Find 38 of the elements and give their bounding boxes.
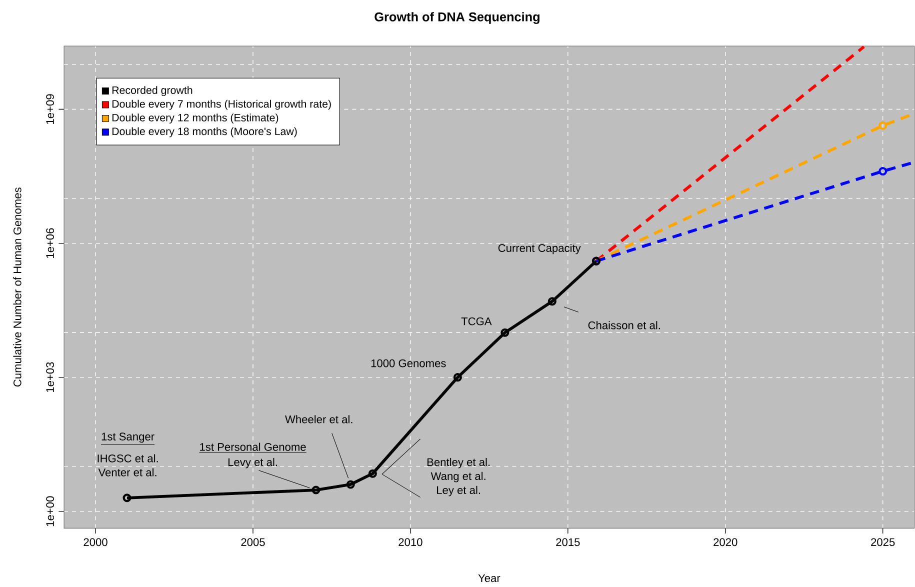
x-tick-label: 2020 bbox=[714, 538, 738, 546]
legend-label: Double every 12 months (Estimate) bbox=[112, 114, 278, 124]
annotation: Current Capacity bbox=[498, 244, 581, 254]
point bbox=[312, 486, 320, 494]
point bbox=[548, 297, 556, 306]
annotation: 1st Sanger bbox=[102, 432, 154, 443]
annotation: Wheeler et al. bbox=[285, 415, 352, 424]
annotation: Venter et al. bbox=[98, 468, 156, 476]
annotation: Chaisson et al. bbox=[588, 321, 660, 330]
x-tick-label: 2025 bbox=[871, 538, 895, 546]
point bbox=[500, 328, 510, 337]
x-tick-label: 2005 bbox=[241, 538, 265, 546]
chart-title: Growth of DNA Sequencing bbox=[374, 12, 540, 24]
y-axis-title: Cumulative Number of Human Genomes bbox=[13, 188, 22, 387]
x-tick-label: 2000 bbox=[84, 538, 108, 546]
annotation: Ley et al. bbox=[437, 486, 480, 496]
y-tick-label: 1e+03 bbox=[46, 362, 54, 392]
point bbox=[878, 121, 888, 130]
annotation: Levy et al. bbox=[228, 458, 278, 468]
annotation: TCGA bbox=[461, 317, 492, 326]
point bbox=[453, 373, 462, 382]
x-tick-label: 2010 bbox=[398, 538, 422, 546]
x-tick-label: 2015 bbox=[556, 538, 580, 546]
y-tick-label: 1e+06 bbox=[46, 228, 54, 258]
legend-label: Double every 18 months (Moore's Law) bbox=[112, 127, 297, 138]
legend-label: Double every 7 months (Historical growth rate) bbox=[112, 100, 331, 110]
annotation: 1000 Genomes bbox=[371, 359, 446, 368]
annotation: Bentley et al. bbox=[427, 458, 490, 468]
point bbox=[878, 167, 888, 176]
legend-label: Recorded growth bbox=[112, 86, 192, 96]
annotation: 1st Personal Genome bbox=[200, 442, 306, 451]
y-tick-label: 1e+00 bbox=[46, 496, 54, 526]
annotation: Wang et al. bbox=[430, 472, 486, 482]
point bbox=[346, 480, 355, 489]
point bbox=[368, 469, 377, 478]
x-axis-title: Year bbox=[478, 574, 500, 582]
y-tick-label: 1e+09 bbox=[46, 94, 54, 124]
annotation: IHGSC et al. bbox=[98, 454, 158, 462]
